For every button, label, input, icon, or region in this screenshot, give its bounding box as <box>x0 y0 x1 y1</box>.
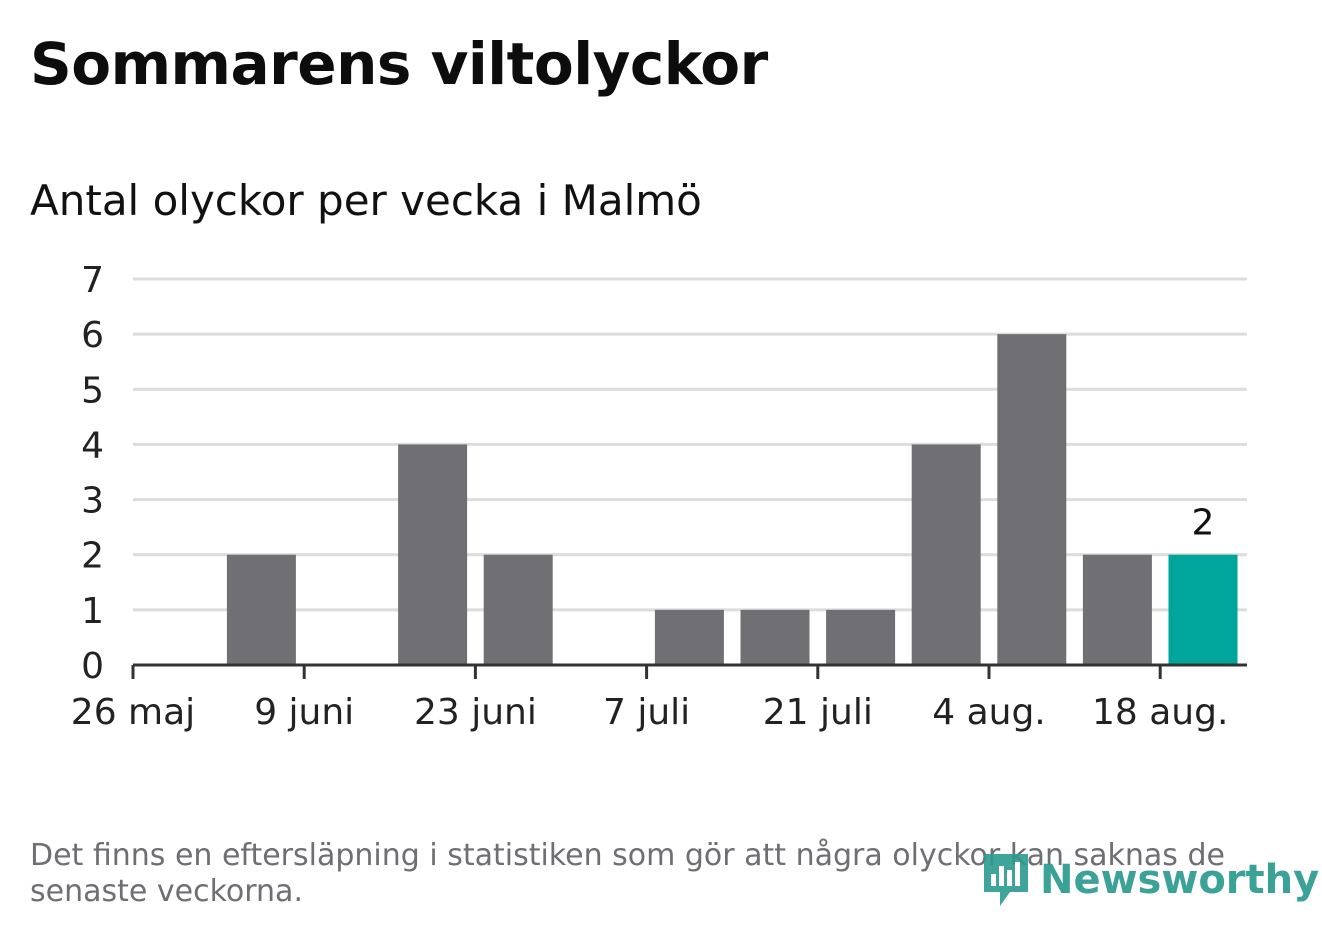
bar-16-juni <box>398 444 468 665</box>
x-tick-label: 7 juli <box>603 692 690 733</box>
annotations: 2 <box>1192 503 1215 544</box>
newsworthy-logo-icon <box>984 854 1028 906</box>
bar-chart: 0 1 2 3 4 5 6 7 26 maj 9 juni 23 juni 7 juli 21 jul… <box>71 260 1247 733</box>
x-tick-label: 18 aug. <box>1092 692 1228 733</box>
x-tick-label: 23 juni <box>414 692 537 733</box>
chart-title: Sommarens viltolyckor <box>30 30 768 98</box>
y-tick-label: 4 <box>81 425 104 466</box>
y-tick-label: 1 <box>81 591 104 632</box>
bar-28-juli <box>911 444 981 665</box>
logo-text: Newsworthy <box>1040 857 1320 903</box>
y-tick-label: 6 <box>81 315 104 356</box>
highlight-value-label: 2 <box>1192 503 1215 544</box>
grid-lines <box>133 277 1247 612</box>
bar-2-juni <box>226 554 296 665</box>
x-tick-label: 4 aug. <box>932 692 1046 733</box>
y-tick-label: 7 <box>81 260 104 301</box>
newsworthy-logo: Newsworthy <box>980 848 1319 912</box>
bar-4-aug <box>997 334 1067 665</box>
x-tick-label: 21 juli <box>763 692 873 733</box>
y-tick-label: 0 <box>81 646 104 687</box>
bar-18-aug <box>1168 554 1238 665</box>
y-tick-label: 5 <box>81 370 104 411</box>
bar-11-aug <box>1082 554 1152 665</box>
bar-14-juli <box>740 609 810 665</box>
bar-7-juli <box>654 609 724 665</box>
y-tick-label: 3 <box>81 481 104 522</box>
chart-subtitle: Antal olyckor per vecka i Malmö <box>30 176 702 225</box>
x-axis-labels: 26 maj 9 juni 23 juni 7 juli 21 juli 4 aug. 18… <box>71 692 1229 733</box>
x-tick-label: 26 maj <box>71 692 195 733</box>
bar-23-juni <box>483 554 553 665</box>
bars <box>226 334 1238 665</box>
y-tick-label: 2 <box>81 536 104 577</box>
x-axis <box>131 663 1247 679</box>
bar-21-juli <box>826 609 896 665</box>
y-axis-labels: 0 1 2 3 4 5 6 7 <box>81 260 104 687</box>
x-tick-label: 9 juni <box>254 692 354 733</box>
